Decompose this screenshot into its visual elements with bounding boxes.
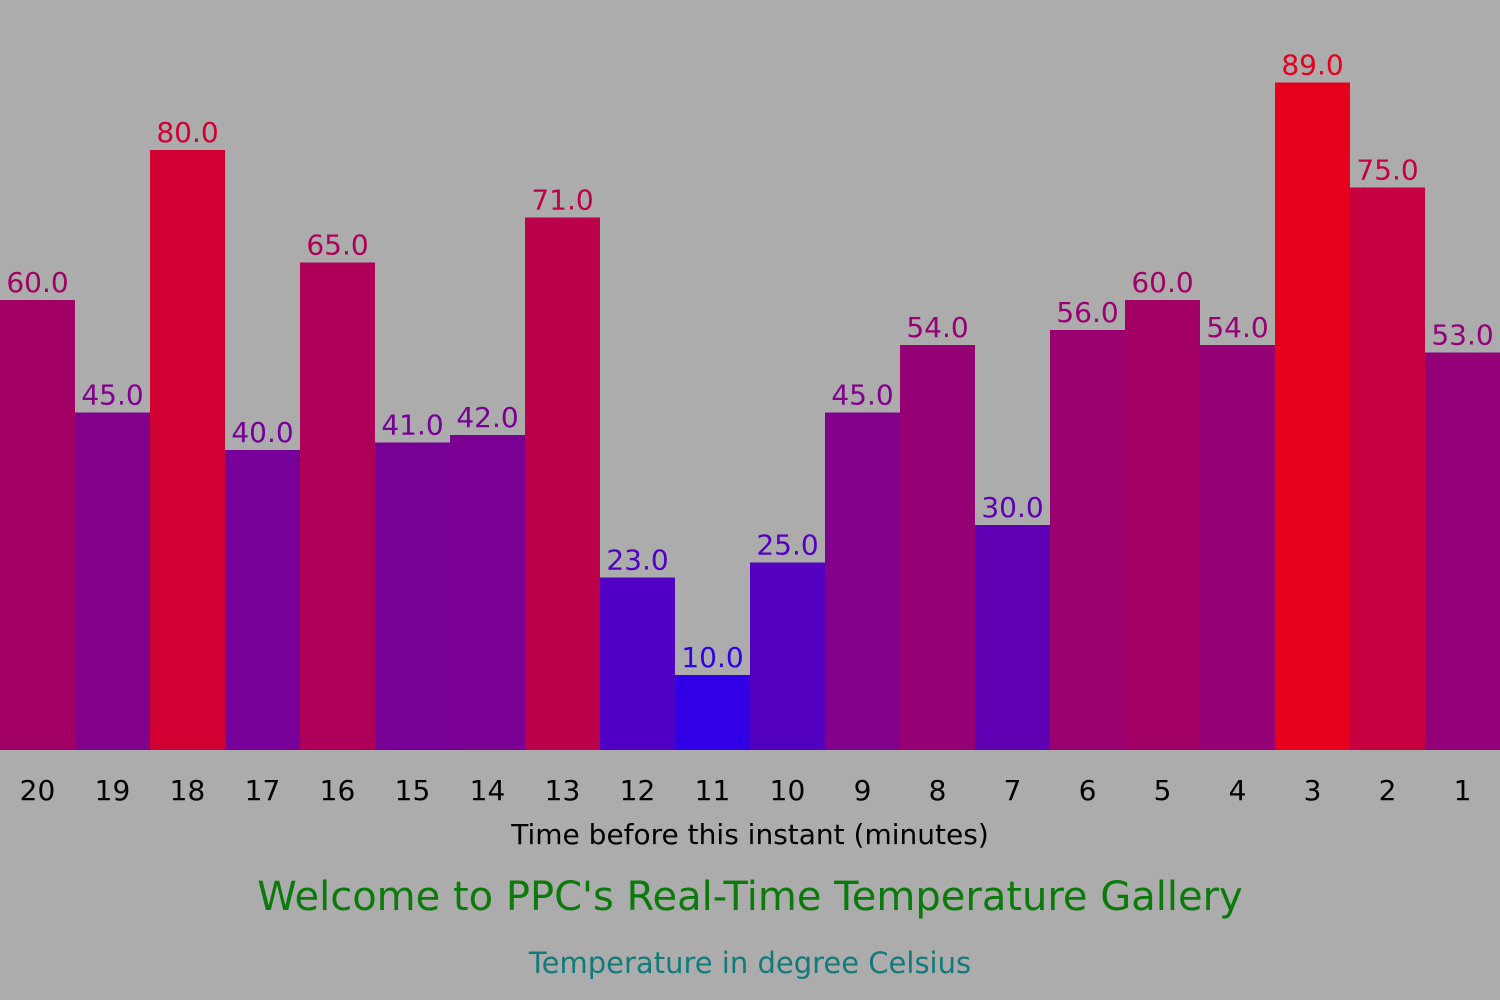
bar-value-label: 41.0: [381, 409, 443, 442]
bar-value-label: 65.0: [306, 229, 368, 262]
bar-value-label: 53.0: [1431, 319, 1493, 352]
bar-value-label: 71.0: [531, 184, 593, 217]
bar-value-label: 40.0: [231, 416, 293, 449]
bar-value-label: 54.0: [906, 311, 968, 344]
x-tick-label: 10: [770, 774, 806, 807]
bar-8: [900, 345, 975, 750]
x-tick-label: 18: [170, 774, 206, 807]
bar-7: [975, 525, 1050, 750]
bar-5: [1125, 300, 1200, 750]
bars-group: [0, 82, 1500, 750]
bar-value-label: 80.0: [156, 116, 218, 149]
x-tick-label: 15: [395, 774, 431, 807]
bar-10: [750, 562, 825, 750]
bar-18: [150, 150, 225, 750]
x-tick-label: 14: [470, 774, 506, 807]
bar-3: [1275, 82, 1350, 750]
x-tick-label: 19: [95, 774, 131, 807]
bar-value-label: 60.0: [6, 266, 68, 299]
x-tick-label: 9: [854, 774, 872, 807]
x-tick-label: 13: [545, 774, 581, 807]
bar-9: [825, 412, 900, 750]
page-title: Welcome to PPC's Real-Time Temperature G…: [257, 874, 1243, 920]
bar-19: [75, 412, 150, 750]
x-tick-label: 4: [1229, 774, 1247, 807]
x-tick-label: 5: [1154, 774, 1172, 807]
bar-1: [1425, 352, 1500, 750]
page-subtitle: Temperature in degree Celsius: [528, 946, 972, 980]
bar-17: [225, 450, 300, 750]
bar-value-label: 54.0: [1206, 311, 1268, 344]
bar-value-label: 89.0: [1281, 49, 1343, 82]
x-tick-label: 2: [1379, 774, 1397, 807]
x-tick-label: 7: [1004, 774, 1022, 807]
bar-value-label: 10.0: [681, 641, 743, 674]
x-tick-label: 17: [245, 774, 281, 807]
bar-value-label: 23.0: [606, 544, 668, 577]
x-tick-label: 11: [695, 774, 731, 807]
bar-6: [1050, 330, 1125, 750]
bar-value-label: 60.0: [1131, 266, 1193, 299]
x-axis-label: Time before this instant (minutes): [511, 818, 989, 851]
x-tick-label: 12: [620, 774, 656, 807]
x-tick-label: 6: [1079, 774, 1097, 807]
x-tick-label: 8: [929, 774, 947, 807]
bar-16: [300, 262, 375, 750]
bar-12: [600, 577, 675, 750]
bar-14: [450, 435, 525, 750]
bar-value-label: 30.0: [981, 491, 1043, 524]
x-tick-label: 16: [320, 774, 356, 807]
x-tick-label: 3: [1304, 774, 1322, 807]
x-tick-label: 20: [20, 774, 56, 807]
bar-2: [1350, 187, 1425, 750]
bar-value-label: 42.0: [456, 401, 518, 434]
bar-11: [675, 675, 750, 750]
bar-20: [0, 300, 75, 750]
bar-15: [375, 442, 450, 750]
bar-13: [525, 217, 600, 750]
bar-value-label: 25.0: [756, 529, 818, 562]
x-axis-ticks: 20 19 18 17 16 15 14 13 12 11 10 9 8 7 6 5 4 3 2 1: [20, 774, 1472, 807]
value-labels-group: 60.0 45.0 80.0 40.0 65.0 41.0 42.0 71.0 23.0 10.0…: [6, 49, 1493, 675]
bar-value-label: 45.0: [831, 379, 893, 412]
bar-chart-plot: 60.0 45.0 80.0 40.0 65.0 41.0 42.0 71.0 23.0 10.0…: [0, 49, 1500, 750]
bar-value-label: 56.0: [1056, 296, 1118, 329]
bar-value-label: 75.0: [1356, 154, 1418, 187]
bar-4: [1200, 345, 1275, 750]
x-tick-label: 1: [1454, 774, 1472, 807]
bar-value-label: 45.0: [81, 379, 143, 412]
